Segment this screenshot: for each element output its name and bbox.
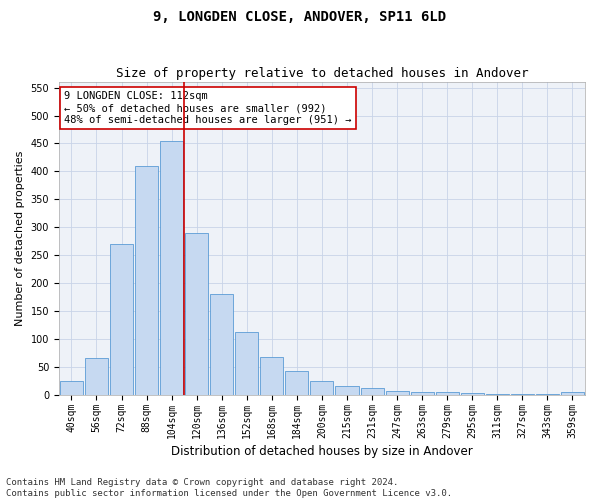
- Bar: [561, 392, 584, 394]
- Text: 9 LONGDEN CLOSE: 112sqm
← 50% of detached houses are smaller (992)
48% of semi-d: 9 LONGDEN CLOSE: 112sqm ← 50% of detache…: [64, 92, 352, 124]
- Text: Contains HM Land Registry data © Crown copyright and database right 2024.
Contai: Contains HM Land Registry data © Crown c…: [6, 478, 452, 498]
- Bar: [135, 166, 158, 394]
- Bar: [410, 392, 434, 394]
- Title: Size of property relative to detached houses in Andover: Size of property relative to detached ho…: [116, 66, 528, 80]
- Bar: [60, 380, 83, 394]
- Bar: [461, 393, 484, 394]
- Bar: [260, 358, 283, 395]
- Bar: [310, 380, 334, 394]
- Bar: [185, 233, 208, 394]
- X-axis label: Distribution of detached houses by size in Andover: Distribution of detached houses by size …: [171, 444, 473, 458]
- Bar: [436, 392, 459, 394]
- Bar: [160, 140, 183, 394]
- Text: 9, LONGDEN CLOSE, ANDOVER, SP11 6LD: 9, LONGDEN CLOSE, ANDOVER, SP11 6LD: [154, 10, 446, 24]
- Bar: [210, 294, 233, 394]
- Bar: [85, 358, 108, 394]
- Bar: [361, 388, 383, 394]
- Y-axis label: Number of detached properties: Number of detached properties: [15, 150, 25, 326]
- Bar: [235, 332, 259, 394]
- Bar: [386, 391, 409, 394]
- Bar: [110, 244, 133, 394]
- Bar: [335, 386, 359, 394]
- Bar: [286, 371, 308, 394]
